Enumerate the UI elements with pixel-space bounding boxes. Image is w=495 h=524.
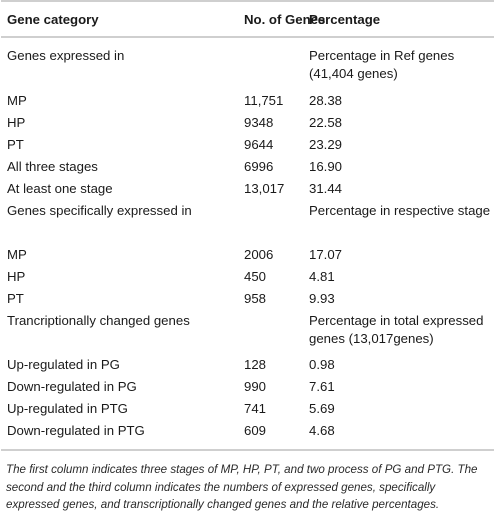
table-row: Down-regulated in PTG 609 4.68: [1, 419, 494, 451]
row-percentage: 22.58: [309, 115, 343, 130]
table-header-row: Gene category No. of Genes Percentage: [1, 0, 494, 38]
row-category: Down-regulated in PG: [7, 379, 137, 394]
row-percentage: 28.38: [309, 93, 343, 108]
row-category: Trancriptionally changed genes: [7, 313, 190, 328]
table-row: HP 9348 22.58: [1, 111, 494, 133]
table-row: Trancriptionally changed genes Percentag…: [1, 309, 494, 353]
row-genes: 6996: [244, 159, 274, 174]
table-row: PT 958 9.93: [1, 287, 494, 309]
row-percentage: Percentage in total expressed genes (13,…: [309, 313, 484, 346]
row-percentage: Percentage in Ref genes (41,404 genes): [309, 48, 455, 81]
row-genes: [244, 37, 309, 89]
row-genes: 990: [244, 379, 267, 394]
table-footnote: The first column indicates three stages …: [6, 463, 478, 511]
row-category: PT: [7, 291, 24, 306]
row-percentage: 4.68: [309, 419, 494, 451]
row-genes: 741: [244, 401, 267, 416]
gene-table: Gene category No. of Genes Percentage Ge…: [1, 0, 494, 451]
row-genes: 2006: [244, 247, 274, 262]
row-genes: 9348: [244, 115, 274, 130]
row-category: MP: [7, 93, 27, 108]
table-row: Down-regulated in PG 990 7.61: [1, 375, 494, 397]
row-genes: 11,751: [244, 93, 284, 108]
table-row: At least one stage 13,017 31.44: [1, 177, 494, 199]
row-genes: 128: [244, 357, 267, 372]
row-percentage: 4.81: [309, 269, 335, 284]
table-row: Up-regulated in PTG 741 5.69: [1, 397, 494, 419]
table-row: Genes expressed in Percentage in Ref gen…: [1, 37, 494, 89]
row-category: Up-regulated in PTG: [7, 401, 128, 416]
row-percentage: Percentage in respective stage: [309, 203, 491, 218]
row-genes: [244, 309, 309, 353]
row-genes: 9644: [244, 137, 274, 152]
table-row: PT 9644 23.29: [1, 133, 494, 155]
row-category: HP: [7, 115, 26, 130]
row-genes: 13,017: [244, 181, 285, 196]
row-category: Genes specifically expressed in: [7, 203, 192, 218]
row-percentage: 17.07: [309, 247, 343, 262]
row-category: Down-regulated in PTG: [1, 419, 244, 451]
table-row: All three stages 6996 16.90: [1, 155, 494, 177]
row-genes: 609: [244, 419, 309, 451]
header-no-of-genes: No. of Genes: [244, 0, 325, 38]
table-row: MP 2006 17.07: [1, 243, 494, 265]
header-gene-category: Gene category: [1, 0, 244, 38]
row-percentage: 9.93: [309, 291, 335, 306]
row-percentage: 31.44: [309, 181, 343, 196]
row-genes: 958: [244, 291, 267, 306]
row-category: HP: [7, 269, 26, 284]
table-row: Genes specifically expressed in Percenta…: [1, 199, 494, 243]
row-category: Up-regulated in PG: [7, 357, 120, 372]
row-percentage: 23.29: [309, 137, 343, 152]
row-category: PT: [7, 137, 24, 152]
header-percentage: Percentage: [309, 0, 494, 38]
table-row: HP 450 4.81: [1, 265, 494, 287]
row-category: MP: [7, 247, 27, 262]
row-genes: 450: [244, 269, 267, 284]
row-genes: [244, 199, 309, 243]
row-percentage: 7.61: [309, 379, 335, 394]
row-percentage: 16.90: [309, 159, 343, 174]
row-percentage: 0.98: [309, 357, 335, 372]
table-row: Up-regulated in PG 128 0.98: [1, 353, 494, 375]
row-category: All three stages: [7, 159, 98, 174]
row-category: Genes expressed in: [7, 48, 125, 63]
table-row: MP 11,751 28.38: [1, 89, 494, 111]
row-percentage: 5.69: [309, 401, 335, 416]
row-category: At least one stage: [7, 181, 113, 196]
